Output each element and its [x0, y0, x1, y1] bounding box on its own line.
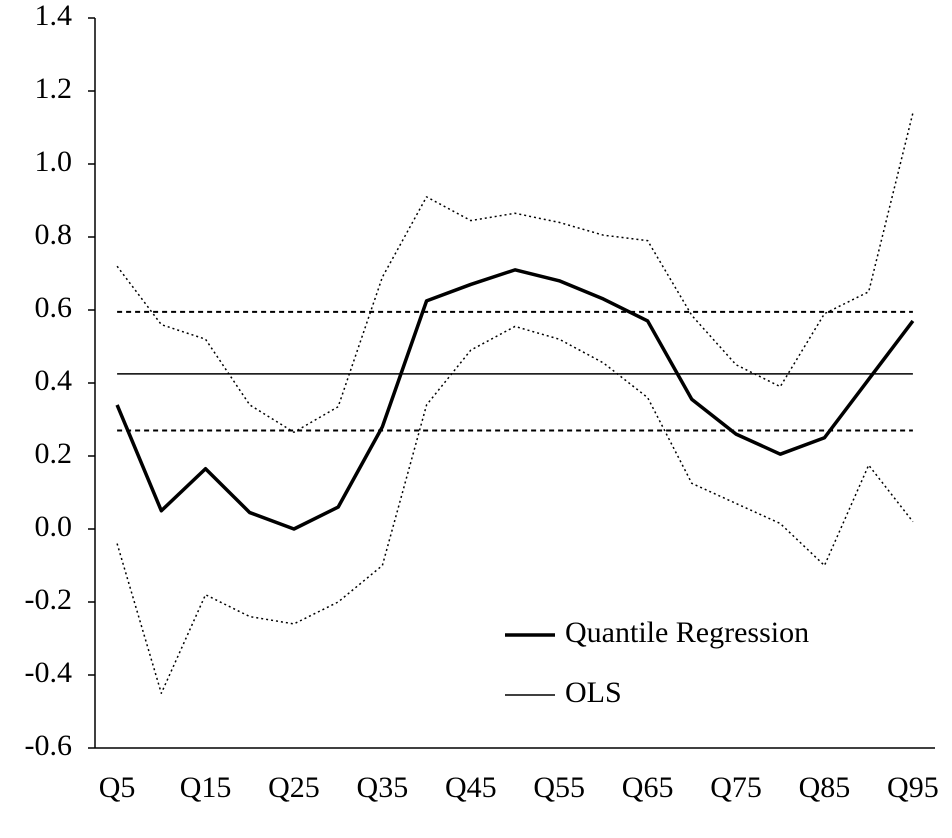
- series-line: [115, 268, 915, 531]
- x-tick-label: Q35: [357, 771, 409, 804]
- x-tick-label: Q65: [622, 771, 674, 804]
- y-tick-label: 0.2: [35, 437, 73, 470]
- legend-label: OLS: [565, 676, 622, 709]
- series-line: [116, 325, 914, 694]
- y-tick-label: 1.4: [35, 0, 73, 32]
- x-tick-label: Q5: [99, 771, 136, 804]
- y-tick-label: -0.6: [25, 729, 73, 762]
- y-tick-label: 0.8: [35, 218, 73, 251]
- x-tick-label: Q15: [180, 771, 232, 804]
- y-tick-label: 1.2: [35, 72, 73, 105]
- series-line: [116, 112, 914, 434]
- legend-label: Quantile Regression: [565, 616, 809, 649]
- x-tick-label: Q45: [445, 771, 497, 804]
- y-tick-label: -0.2: [25, 583, 73, 616]
- y-tick-label: 0.0: [35, 510, 73, 543]
- x-tick-label: Q75: [710, 771, 762, 804]
- x-tick-label: Q25: [268, 771, 320, 804]
- x-tick-label: Q95: [887, 771, 939, 804]
- y-tick-label: 0.6: [35, 291, 73, 324]
- y-tick-label: 1.0: [35, 145, 73, 178]
- x-tick-label: Q55: [533, 771, 585, 804]
- x-tick-label: Q85: [799, 771, 851, 804]
- y-tick-label: -0.4: [25, 656, 73, 689]
- y-tick-label: 0.4: [35, 364, 73, 397]
